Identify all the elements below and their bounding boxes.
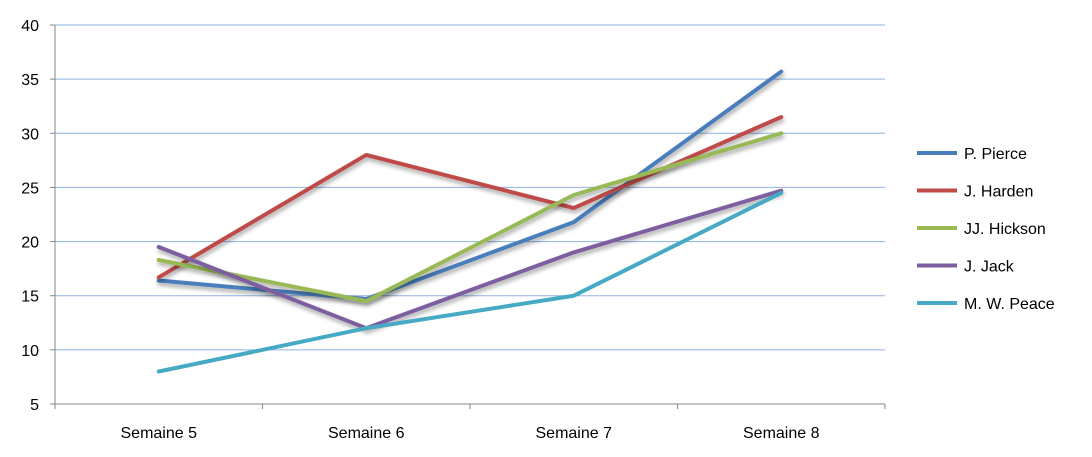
y-tick-label: 30: [21, 126, 39, 143]
y-tick-label: 10: [21, 343, 39, 360]
series-line-j-jack: [156, 188, 784, 331]
y-tick-label: 40: [21, 18, 39, 35]
y-tick-label: 5: [30, 397, 39, 414]
legend-label: P. Pierce: [964, 146, 1027, 163]
x-tick-label: Semaine 5: [121, 425, 198, 442]
legend-label: J. Jack: [964, 259, 1015, 276]
legend-label: J. Harden: [964, 184, 1033, 201]
x-tick-label: Semaine 6: [328, 425, 405, 442]
series-line-jj-hickson: [156, 131, 784, 304]
x-tick-label: Semaine 7: [536, 425, 613, 442]
y-tick-label: 25: [21, 180, 39, 197]
x-tick-label: Semaine 8: [743, 425, 820, 442]
series-line-p-pierce: [156, 69, 784, 301]
legend-label: JJ. Hickson: [964, 221, 1046, 238]
y-tick-label: 20: [21, 235, 39, 252]
y-tick-label: 35: [21, 72, 39, 89]
y-tick-label: 15: [21, 289, 39, 306]
legend-label: M. W. Peace: [964, 296, 1055, 313]
series-line-m-w-peace: [156, 190, 784, 374]
